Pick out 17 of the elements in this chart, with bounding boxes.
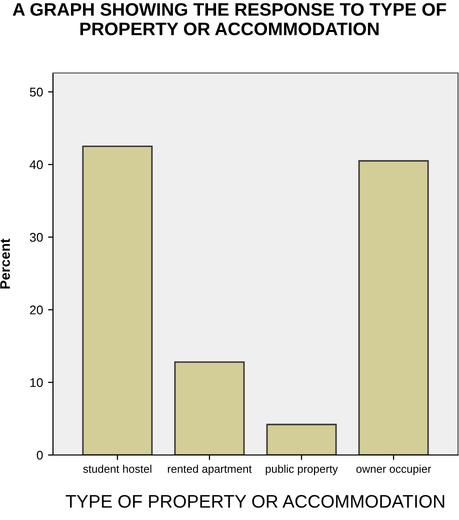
- x-axis-title: TYPE OF PROPERTY OR ACCOMMODATION: [66, 495, 444, 508]
- y-tick-label: 20: [30, 306, 43, 314]
- x-tick-label: owner occupier: [356, 464, 432, 476]
- bar: [82, 146, 153, 455]
- bar: [358, 160, 429, 455]
- y-axis-title: Percent: [0, 238, 10, 289]
- y-tick-label: 40: [30, 160, 43, 170]
- bar: [266, 424, 337, 455]
- x-tick-label: rented apartment: [168, 464, 252, 476]
- y-tick-label: 50: [30, 88, 43, 97]
- bar: [174, 361, 245, 455]
- y-tick-label: 10: [30, 378, 43, 388]
- x-tick-label: public property: [266, 464, 338, 476]
- chart-title: A GRAPH SHOWING THE RESPONSE TO TYPE OF PROPERTY OR ACCOMMODATION: [12, 3, 446, 36]
- x-tick-label: student hostel: [83, 464, 152, 473]
- y-tick-label: 0: [36, 450, 43, 460]
- y-tick-label: 30: [30, 232, 43, 242]
